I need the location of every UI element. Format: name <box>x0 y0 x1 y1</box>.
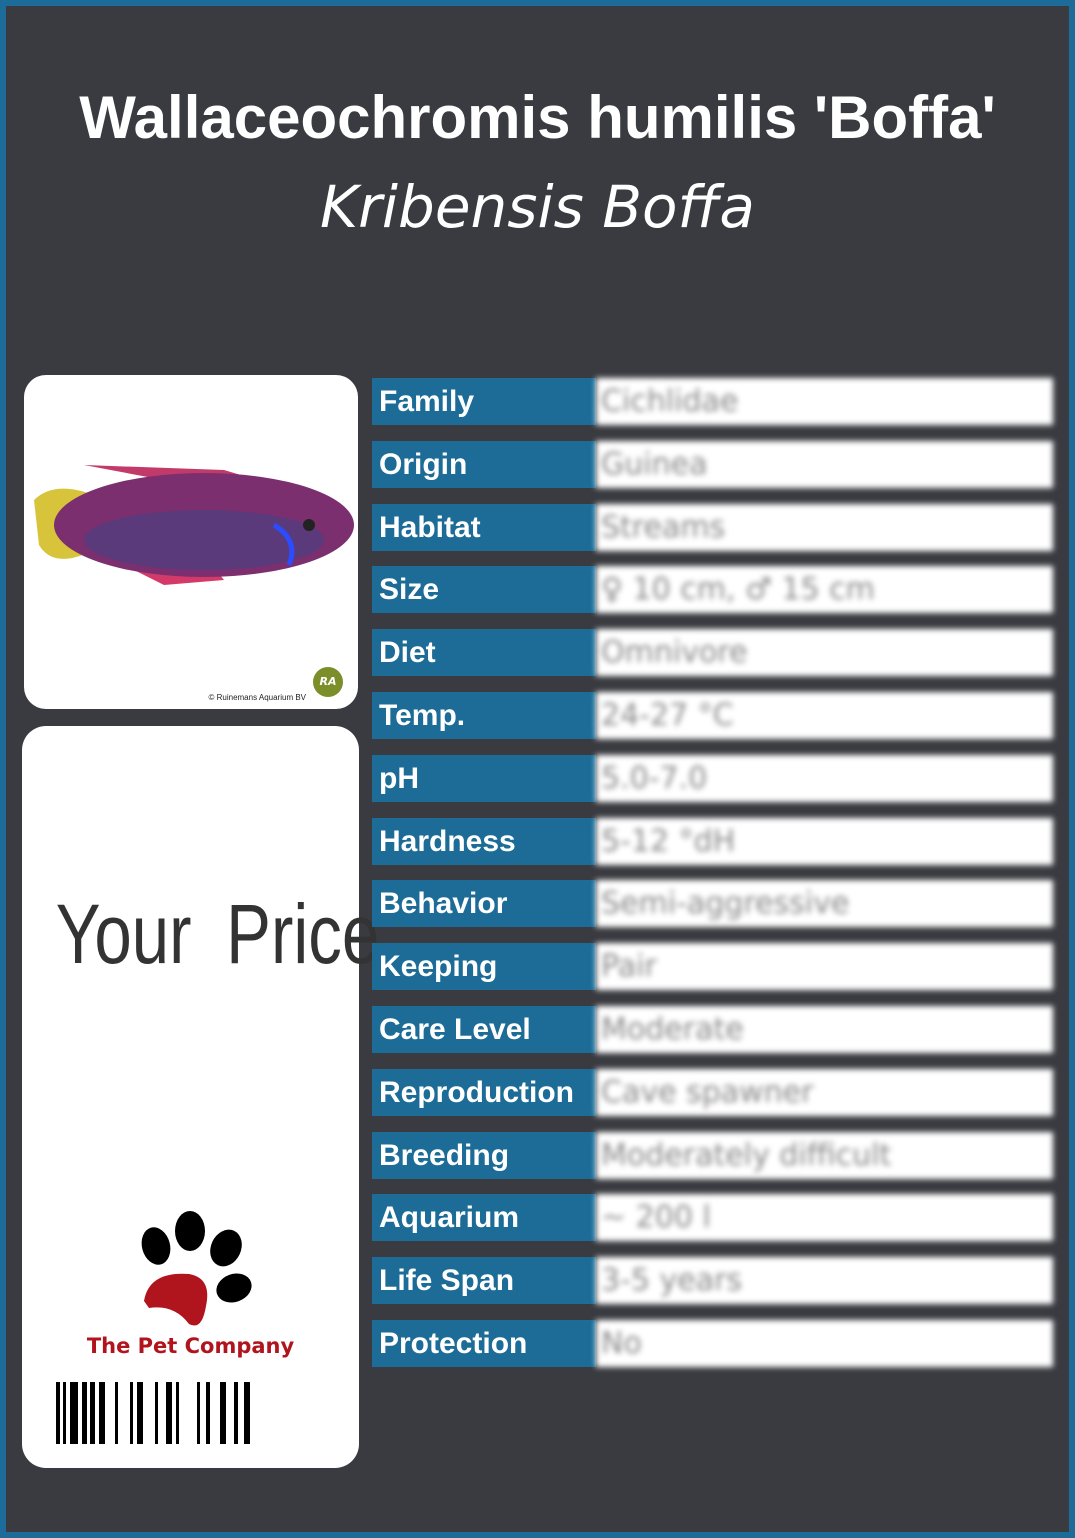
table-row: Habitat Streams <box>372 503 1053 551</box>
row-value: 5-12 °dH <box>596 817 1053 865</box>
table-row: Diet Omnivore <box>372 629 1053 677</box>
row-value: No <box>596 1319 1053 1367</box>
row-label: pH <box>372 754 596 802</box>
row-value: Cave spawner <box>596 1068 1053 1116</box>
barcode-bar <box>99 1382 105 1444</box>
table-row: Aquarium ~ 200 l <box>372 1194 1053 1242</box>
price-card: Your Price The Pet Company <box>22 726 380 1468</box>
row-value: Semi-aggressive <box>596 880 1053 928</box>
scientific-name: Wallaceochromis humilis 'Boffa' <box>79 84 996 151</box>
table-row: Care Level Moderate <box>372 1005 1053 1053</box>
table-row: Temp. 24-27 °C <box>372 691 1053 739</box>
table-row: Breeding Moderately difficult <box>372 1131 1053 1179</box>
ruinemans-logo: RA <box>313 667 343 697</box>
row-value: Moderately difficult <box>596 1131 1053 1179</box>
company-name: The Pet Company <box>86 1334 295 1358</box>
barcode-bar <box>90 1382 95 1444</box>
row-label: Temp. <box>372 691 596 739</box>
barcode-bar <box>56 1382 60 1444</box>
barcode <box>56 1382 250 1444</box>
barcode-bar <box>176 1382 179 1444</box>
row-value: ♀ 10 cm, ♂ 15 cm <box>596 566 1053 614</box>
row-value: Guinea <box>596 440 1053 488</box>
row-label: Keeping <box>372 943 596 991</box>
barcode-bar <box>155 1382 158 1444</box>
table-row: Hardness 5-12 °dH <box>372 817 1053 865</box>
row-label: Family <box>372 378 596 425</box>
row-value: 24-27 °C <box>596 691 1053 739</box>
row-value: Moderate <box>596 1005 1053 1053</box>
row-label: Size <box>372 566 596 614</box>
row-label: Diet <box>372 629 596 677</box>
table-row: Origin Guinea <box>372 440 1053 488</box>
barcode-bar <box>82 1382 87 1444</box>
barcode-bar <box>137 1382 143 1444</box>
row-label: Hardness <box>372 817 596 865</box>
row-value: 3-5 years <box>596 1257 1053 1305</box>
table-row: Family Cichlidae <box>372 378 1053 425</box>
row-label: Breeding <box>372 1131 596 1179</box>
barcode-bar <box>115 1382 118 1444</box>
barcode-bar <box>70 1382 78 1444</box>
barcode-bar <box>244 1382 250 1444</box>
row-label: Habitat <box>372 503 596 551</box>
row-value: 5.0-7.0 <box>596 754 1053 802</box>
table-row: Protection No <box>372 1319 1053 1367</box>
table-row: pH 5.0-7.0 <box>372 754 1053 802</box>
photo-credit: © Ruinemans Aquarium BV <box>208 693 307 702</box>
fish-photo-card: © Ruinemans Aquarium BV RA <box>24 375 358 709</box>
table-row: Keeping Pair <box>372 943 1053 991</box>
row-label: Behavior <box>372 880 596 928</box>
fish-image <box>34 465 354 585</box>
row-label: Care Level <box>372 1005 596 1053</box>
barcode-bar <box>206 1382 210 1444</box>
barcode-bar <box>63 1382 66 1444</box>
barcode-bar <box>166 1382 172 1444</box>
row-value: Streams <box>596 503 1053 551</box>
row-label: Life Span <box>372 1257 596 1305</box>
row-label: Aquarium <box>372 1194 596 1242</box>
info-table: Family Cichlidae Origin Guinea Habitat Stream… <box>372 378 1053 1383</box>
common-name: Kribensis Boffa <box>320 173 755 241</box>
barcode-bar <box>130 1382 133 1444</box>
barcode-bar <box>234 1382 238 1444</box>
table-row: Behavior Semi-aggressive <box>372 880 1053 928</box>
row-label: Protection <box>372 1319 596 1367</box>
row-label: Origin <box>372 440 596 488</box>
row-value: Cichlidae <box>596 378 1053 425</box>
row-value: ~ 200 l <box>596 1194 1053 1242</box>
table-row: Size ♀ 10 cm, ♂ 15 cm <box>372 566 1053 614</box>
price-label: Your Price <box>55 887 380 981</box>
row-label: Reproduction <box>372 1068 596 1116</box>
table-row: Life Span 3-5 years <box>372 1257 1053 1305</box>
row-value: Omnivore <box>596 629 1053 677</box>
row-value: Pair <box>596 943 1053 991</box>
barcode-bar <box>220 1382 226 1444</box>
paw-icon <box>141 1211 252 1326</box>
barcode-bar <box>197 1382 200 1444</box>
table-row: Reproduction Cave spawner <box>372 1068 1053 1116</box>
